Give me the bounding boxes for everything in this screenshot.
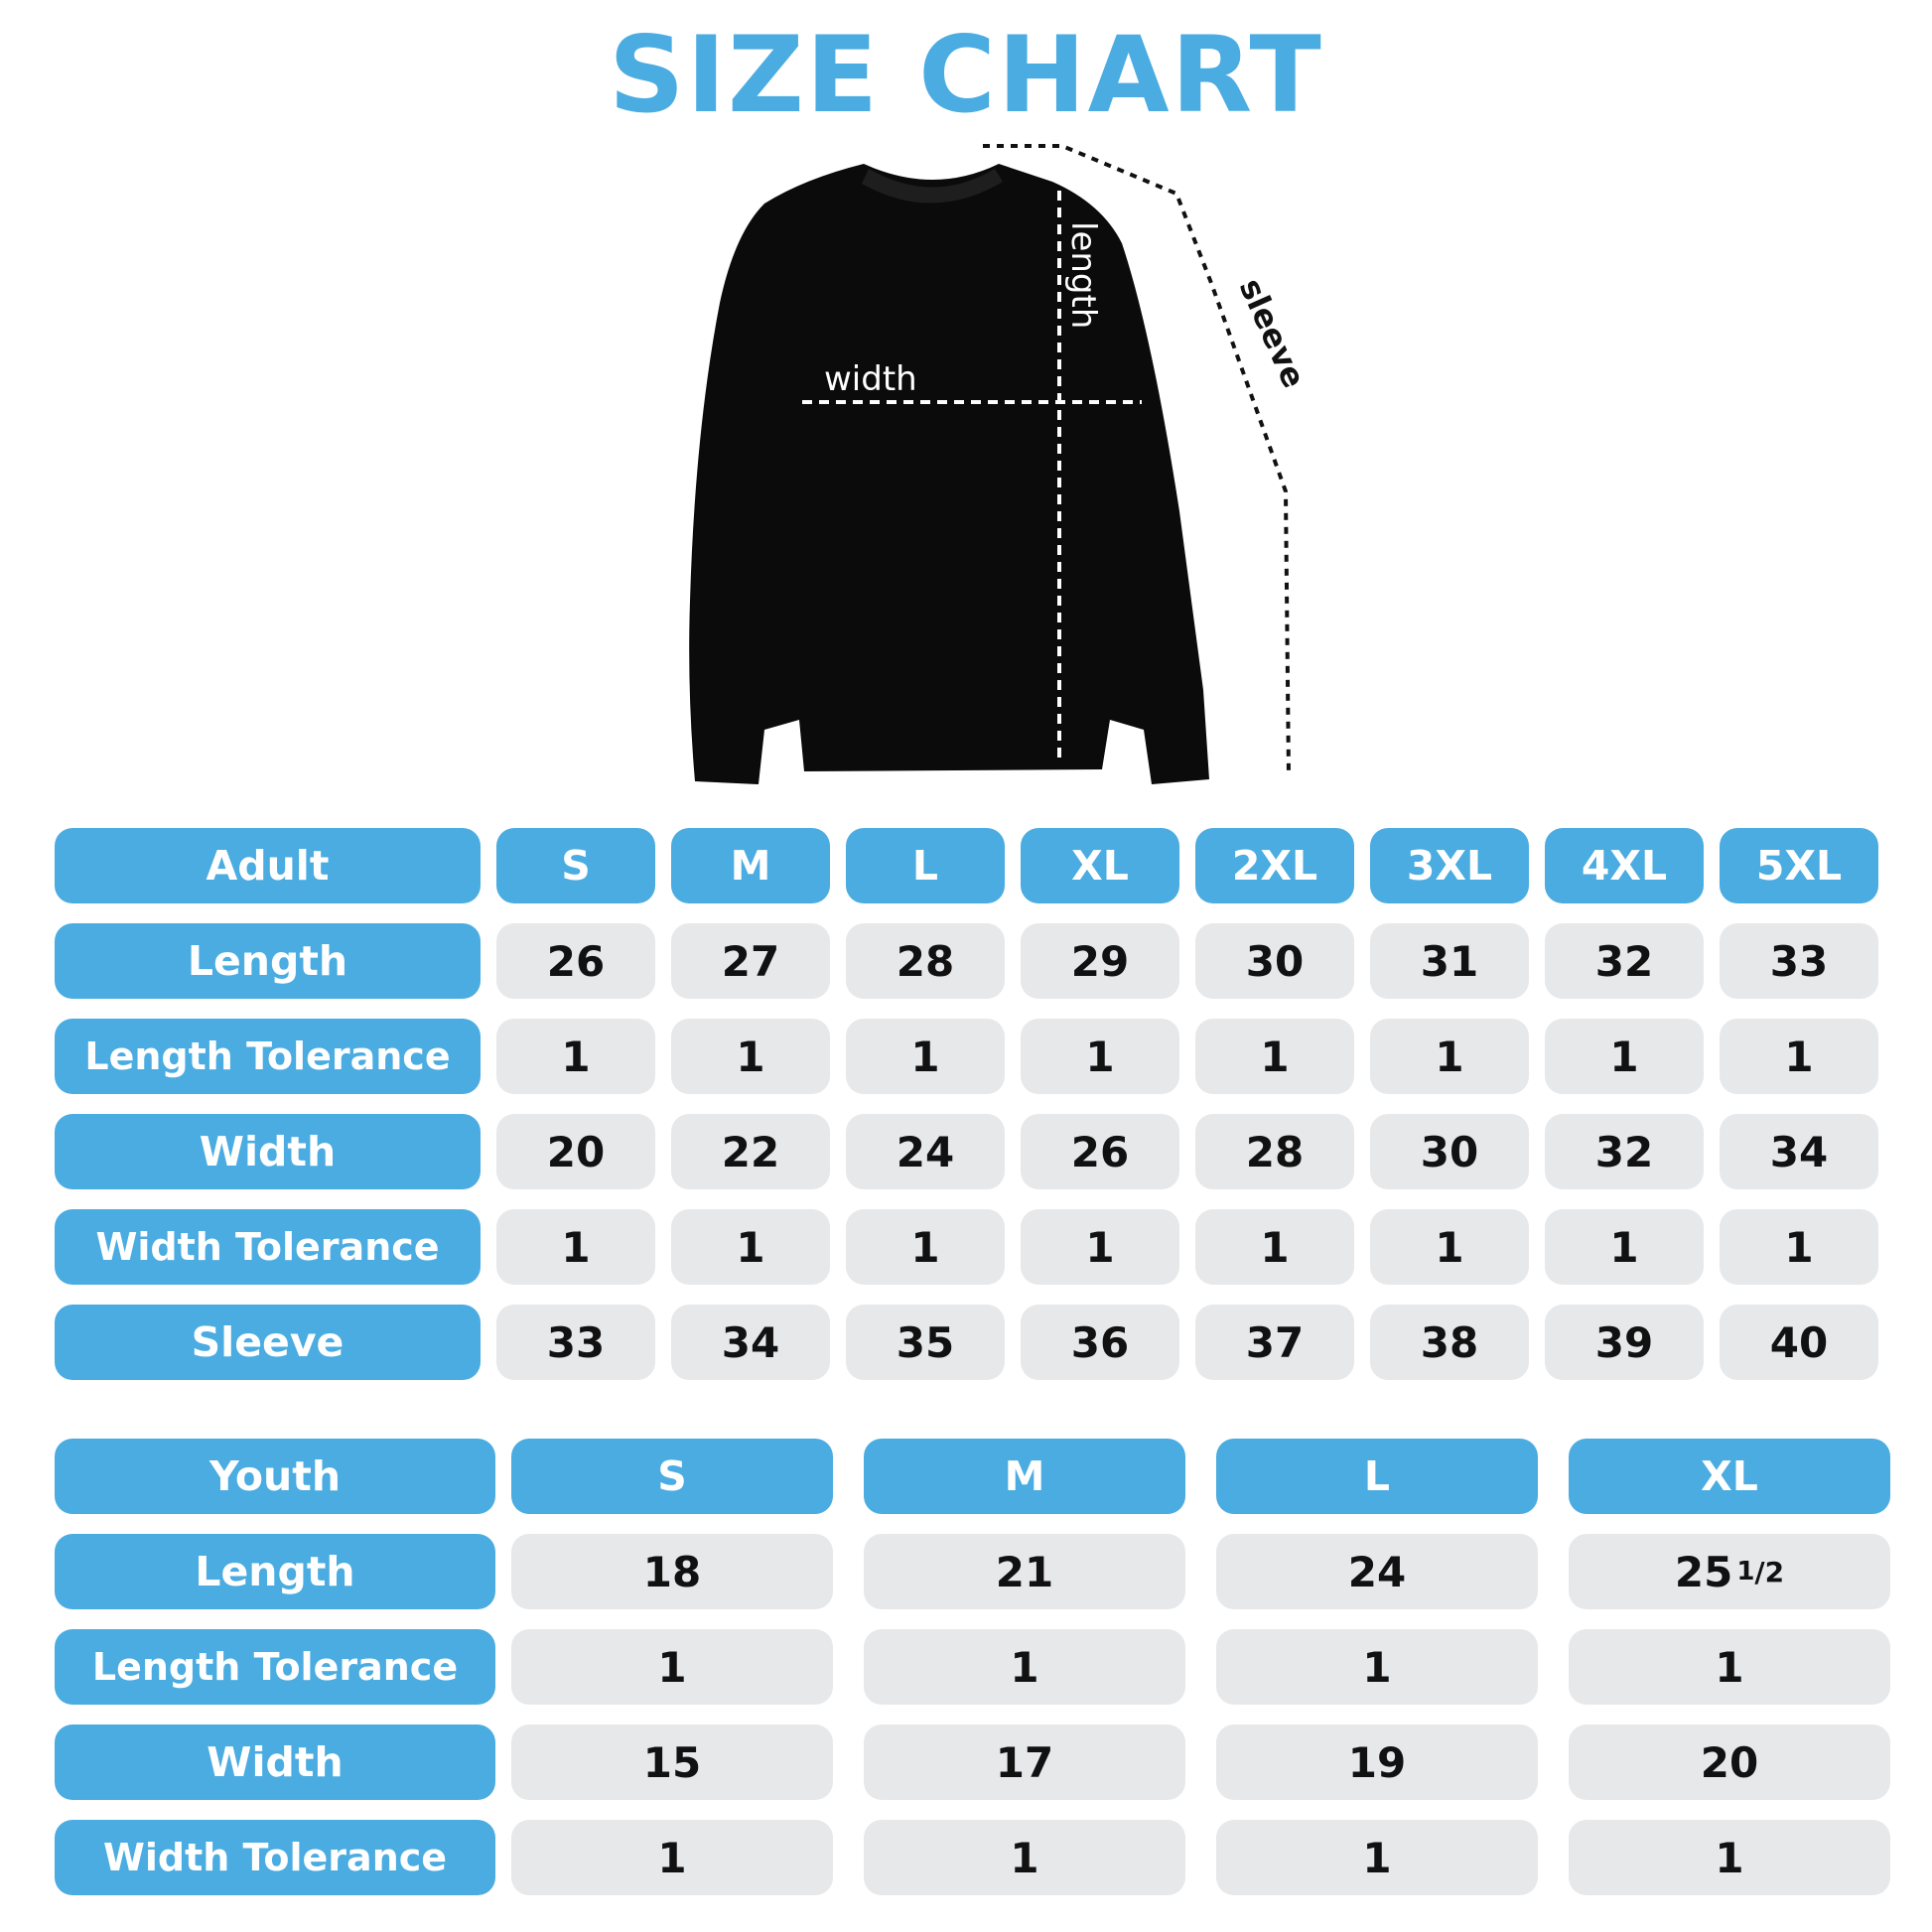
youth-value-cell: 25 1/2 [1569,1534,1890,1609]
adult-value-cell: 34 [1720,1114,1878,1189]
youth-value-cell: 1 [1216,1820,1538,1895]
adult-value-cell: 33 [496,1305,655,1380]
youth-value-cell: 18 [511,1534,833,1609]
adult-value-cell: 30 [1370,1114,1529,1189]
adult-value-cell: 1 [1720,1019,1878,1094]
adult-value-cell: 1 [1195,1209,1354,1285]
youth-value-cell: 1 [864,1820,1185,1895]
adult-value-cell: 1 [846,1019,1005,1094]
adult-row-label: Length Tolerance [55,1019,481,1094]
adult-value-cell: 37 [1195,1305,1354,1380]
youth-value-cell: 20 [1569,1725,1890,1800]
adult-value-cell: 39 [1545,1305,1704,1380]
adult-value-cell: 1 [496,1019,655,1094]
width-label: width [824,359,917,399]
youth-value-cell: 21 [864,1534,1185,1609]
youth-value-cell: 1 [1569,1820,1890,1895]
adult-value-cell: 1 [1370,1209,1529,1285]
adult-value-cell: 1 [846,1209,1005,1285]
adult-value-cell: 1 [671,1019,830,1094]
adult-value-cell: 1 [1021,1209,1179,1285]
adult-row-label: Width [55,1114,481,1189]
adult-size-header: S [496,828,655,903]
adult-value-cell: 35 [846,1305,1005,1380]
sleeve-label: sleeve [1232,273,1313,393]
youth-value-cell: 1 [864,1629,1185,1705]
adult-value-cell: 1 [1370,1019,1529,1094]
sweatshirt-icon: width length sleeve [689,144,1313,784]
adult-value-cell: 1 [1021,1019,1179,1094]
youth-size-header: S [511,1439,833,1514]
adult-value-cell: 26 [1021,1114,1179,1189]
adult-value-cell: 32 [1545,923,1704,999]
adult-value-cell: 32 [1545,1114,1704,1189]
youth-value-cell: 1 [511,1629,833,1705]
length-label: length [1063,221,1103,329]
adult-size-table: Adult S M L XL 2XL 3XL 4XL 5XL Length 26 27 28 29 30 31… [55,828,1878,1380]
adult-value-cell: 24 [846,1114,1005,1189]
youth-value-cell: 1 [511,1820,833,1895]
adult-value-cell: 1 [496,1209,655,1285]
adult-value-cell: 1 [1545,1209,1704,1285]
youth-value-cell: 17 [864,1725,1185,1800]
youth-row-label: Width [55,1725,495,1800]
adult-size-header: 4XL [1545,828,1704,903]
adult-value-cell: 40 [1720,1305,1878,1380]
page-title: SIZE CHART [609,14,1323,136]
adult-value-cell: 1 [1545,1019,1704,1094]
youth-size-header: M [864,1439,1185,1514]
youth-value-cell: 24 [1216,1534,1538,1609]
youth-header-label: Youth [55,1439,495,1514]
adult-value-cell: 22 [671,1114,830,1189]
adult-value-cell: 33 [1720,923,1878,999]
adult-size-header: 3XL [1370,828,1529,903]
adult-value-cell: 1 [671,1209,830,1285]
youth-value-cell: 1 [1216,1629,1538,1705]
adult-value-cell: 31 [1370,923,1529,999]
adult-row-label: Width Tolerance [55,1209,481,1285]
adult-value-cell: 30 [1195,923,1354,999]
youth-row-label: Length [55,1534,495,1609]
adult-value-cell: 26 [496,923,655,999]
adult-value-cell: 20 [496,1114,655,1189]
adult-size-header: L [846,828,1005,903]
adult-row-label: Length [55,923,481,999]
adult-header-label: Adult [55,828,481,903]
adult-value-cell: 38 [1370,1305,1529,1380]
adult-value-cell: 34 [671,1305,830,1380]
adult-value-cell: 28 [1195,1114,1354,1189]
adult-value-cell: 28 [846,923,1005,999]
adult-value-cell: 27 [671,923,830,999]
youth-size-header: L [1216,1439,1538,1514]
adult-row-label: Sleeve [55,1305,481,1380]
youth-row-label: Width Tolerance [55,1820,495,1895]
adult-value-cell: 1 [1195,1019,1354,1094]
youth-value-cell: 15 [511,1725,833,1800]
youth-row-label: Length Tolerance [55,1629,495,1705]
youth-size-table: Youth S M L XL Length 18 21 24 25 1/2 Length Tolera… [55,1439,1890,1895]
sweatshirt-diagram: width length sleeve [635,134,1350,799]
adult-value-cell: 36 [1021,1305,1179,1380]
adult-value-cell: 29 [1021,923,1179,999]
adult-size-header: 2XL [1195,828,1354,903]
youth-value-cell: 19 [1216,1725,1538,1800]
adult-size-header: M [671,828,830,903]
adult-size-header: 5XL [1720,828,1878,903]
adult-value-cell: 1 [1720,1209,1878,1285]
youth-value-cell: 1 [1569,1629,1890,1705]
adult-size-header: XL [1021,828,1179,903]
youth-size-header: XL [1569,1439,1890,1514]
